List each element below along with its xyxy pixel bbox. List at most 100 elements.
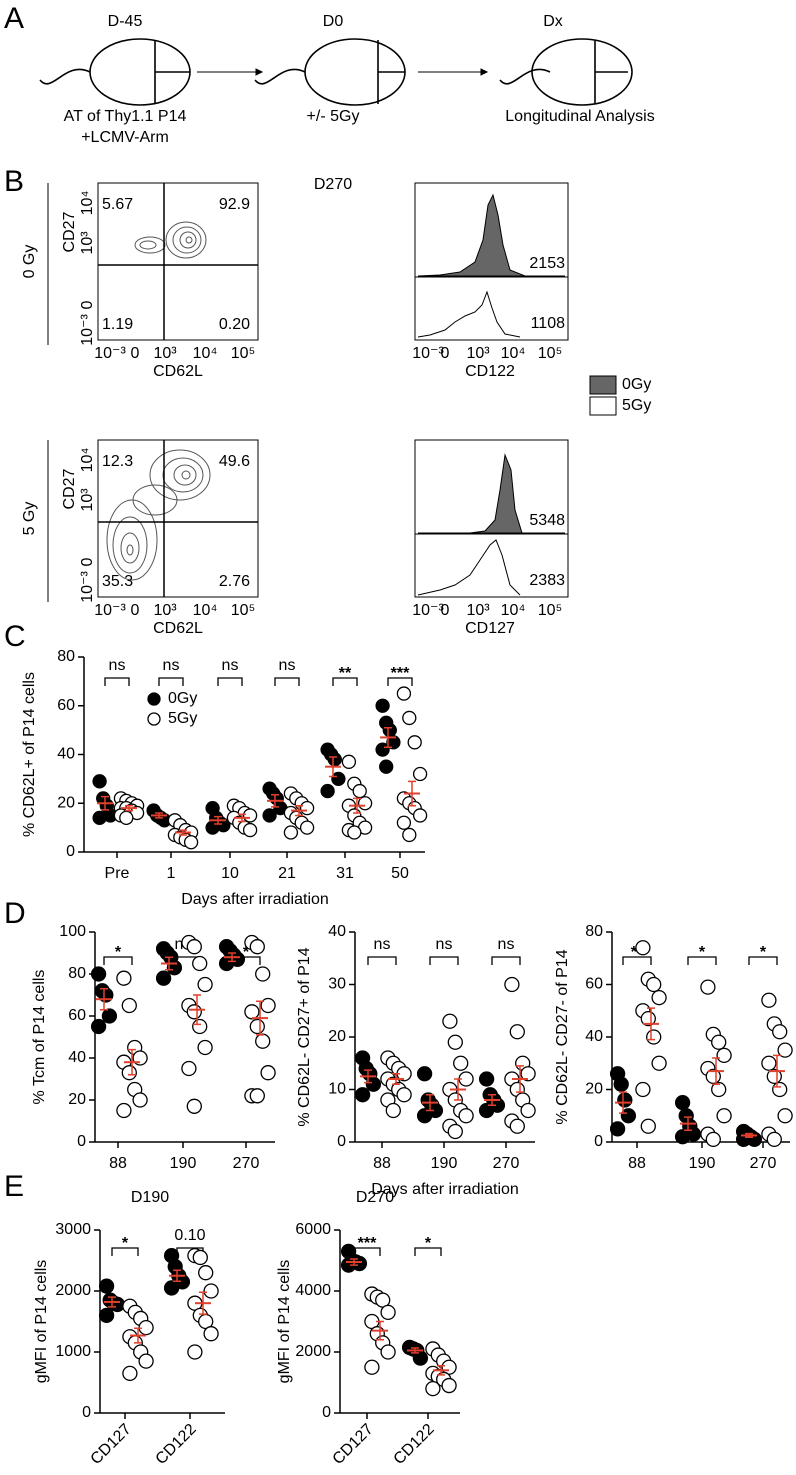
error-bar <box>155 812 163 819</box>
data-point <box>478 1102 495 1119</box>
data-point <box>375 698 390 713</box>
hist-x-tick: 0 <box>441 602 450 619</box>
y-tick-label: 80 <box>68 965 86 982</box>
data-point <box>711 1081 727 1098</box>
significance-label: ns <box>279 657 296 674</box>
y-tick-label: 0 <box>82 1404 91 1421</box>
hist-value: 5348 <box>529 512 565 529</box>
flow-y-label: CD27 <box>61 468 78 509</box>
panel-label: A <box>4 2 24 35</box>
error-bar <box>454 1078 462 1101</box>
data-point <box>244 1004 260 1020</box>
flow-y-tick: 10⁴ <box>79 448 96 473</box>
x-tick-label: Pre <box>105 865 130 882</box>
panel-label: D <box>4 897 26 930</box>
x-tick-label: 88 <box>373 1155 391 1172</box>
data-point <box>121 1065 137 1081</box>
significance-label: *** <box>358 1235 377 1252</box>
data-point <box>520 1066 536 1082</box>
x-tick-label: 50 <box>391 865 409 882</box>
significance-bracket <box>104 677 130 686</box>
x-tick-label: CD122 <box>391 1421 438 1468</box>
data-point <box>651 989 667 1006</box>
flow-y-tick: 0 <box>79 300 96 309</box>
y-tick-label: 60 <box>585 976 603 993</box>
significance-label: * <box>699 944 706 961</box>
significance-label: * <box>115 944 122 961</box>
error-bar <box>488 1094 496 1106</box>
significance-bracket <box>622 956 652 965</box>
error-bar <box>712 1057 720 1085</box>
error-bar <box>376 1320 384 1341</box>
data-point <box>766 1131 782 1148</box>
x-tick-label: 88 <box>109 1155 127 1172</box>
quadrant-value: 12.3 <box>102 453 133 470</box>
significance-label: ns <box>109 657 126 674</box>
contour <box>106 221 211 581</box>
data-point <box>402 827 417 843</box>
significance-label: * <box>243 944 250 961</box>
significance-label: *** <box>391 665 410 682</box>
data-point <box>119 810 134 826</box>
data-point <box>674 1094 691 1111</box>
data-point <box>777 1108 793 1124</box>
hist-x-tick: 10⁻³ <box>412 345 444 362</box>
significance-label: * <box>760 944 767 961</box>
data-point <box>192 1249 208 1266</box>
data-point <box>425 1380 441 1397</box>
data-point <box>416 1066 433 1082</box>
error-bar <box>411 1347 419 1354</box>
y-tick-label: 30 <box>328 976 346 993</box>
x-tick-label: 270 <box>493 1155 520 1172</box>
quadrant-value: 35.3 <box>102 573 133 590</box>
data-point <box>412 766 428 782</box>
y-axis-label: % CD62L- CD27- of P14 <box>554 949 571 1124</box>
hist-x-tick: 10⁴ <box>501 602 526 619</box>
y-axis-label: % CD62L- CD27+ of P14 <box>296 947 313 1126</box>
data-point <box>520 1102 536 1119</box>
error-bar <box>125 804 133 812</box>
panel-label: C <box>4 620 26 653</box>
data-point <box>92 774 107 789</box>
data-point <box>299 800 315 816</box>
y-tick-label: 3000 <box>55 1221 91 1238</box>
hist-frame <box>414 439 569 598</box>
significance-bracket <box>103 956 133 965</box>
significance-bracket <box>429 956 459 965</box>
data-point <box>635 940 651 956</box>
data-point <box>412 808 428 823</box>
error-bar <box>392 1073 400 1085</box>
y-tick-label: 60 <box>68 1007 86 1024</box>
condition-label: 0 Gy <box>21 245 38 279</box>
quadrant-value: 49.6 <box>219 453 250 470</box>
significance-label: ns <box>374 936 391 953</box>
data-point <box>198 1265 214 1281</box>
flow-x-label: CD62L <box>153 620 203 637</box>
flow-x-tick: 10⁻³ <box>94 602 126 619</box>
quadrant-value: 2.76 <box>219 573 250 590</box>
error-bar <box>684 1116 692 1131</box>
flow-y-label: CD27 <box>61 211 78 252</box>
data-point <box>613 1076 629 1092</box>
y-tick-label: 0 <box>66 843 75 860</box>
data-point <box>711 1034 727 1050</box>
x-tick-label: 190 <box>689 1155 716 1172</box>
data-point <box>396 686 412 701</box>
y-tick-label: 40 <box>68 1049 86 1066</box>
data-point <box>255 1033 271 1049</box>
data-point <box>327 752 342 767</box>
mouse <box>499 38 633 106</box>
data-point <box>441 1377 457 1394</box>
data-point <box>609 1121 626 1137</box>
x-tick-label: CD127 <box>88 1421 135 1468</box>
x-tick-label: 10 <box>221 865 239 882</box>
x-tick-label: 88 <box>628 1155 646 1172</box>
x-tick-label: 270 <box>750 1155 777 1172</box>
data-point <box>640 1010 656 1027</box>
data-point <box>192 955 208 972</box>
y-tick-label: 60 <box>57 697 75 714</box>
data-point <box>396 815 412 830</box>
y-tick-label: 20 <box>328 1028 346 1045</box>
hist-x-tick: 0 <box>441 345 450 362</box>
